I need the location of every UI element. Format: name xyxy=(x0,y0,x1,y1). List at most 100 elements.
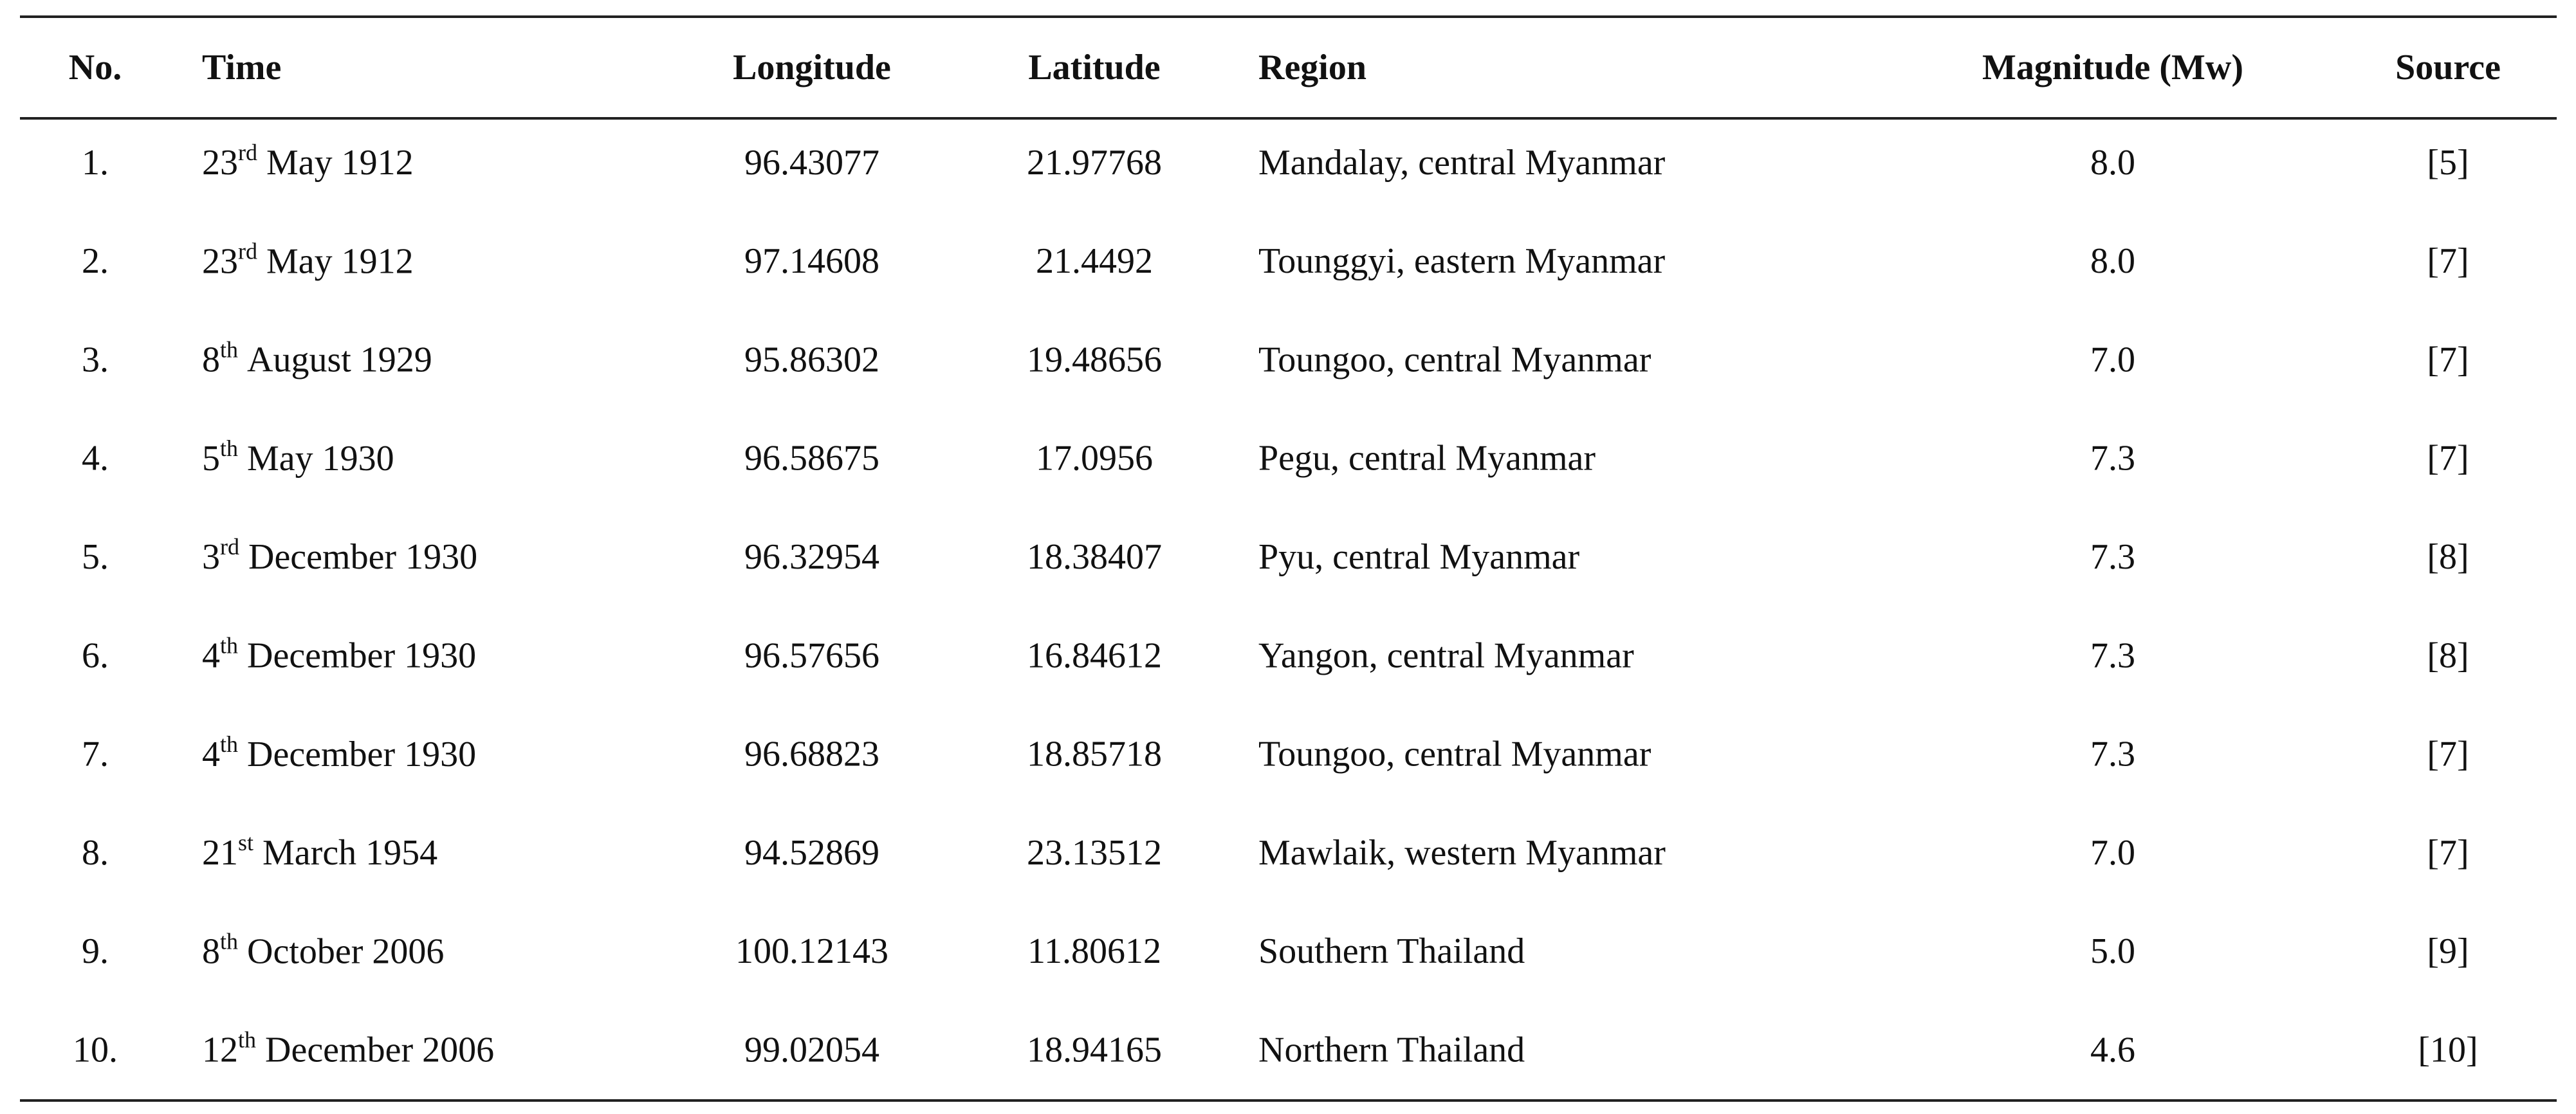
no-cell: 6. xyxy=(82,635,109,675)
source-cell: [7] xyxy=(2427,340,2469,379)
column-header: Region xyxy=(1258,48,1366,87)
ordinal-suffix: rd xyxy=(220,534,239,560)
longitude-cell: 96.58675 xyxy=(744,439,879,479)
source-cell: [10] xyxy=(2418,1030,2478,1070)
source-cell: [8] xyxy=(2427,537,2469,577)
longitude-cell: 94.52869 xyxy=(744,833,879,873)
month-year: December 1930 xyxy=(248,537,477,577)
ordinal-suffix: th xyxy=(220,435,238,461)
region-cell: Mawlaik, western Myanmar xyxy=(1258,833,1666,873)
time-cell: 8th October 2006 xyxy=(202,929,444,972)
day: 4 xyxy=(202,635,220,675)
month-year: December 1930 xyxy=(247,635,476,675)
latitude-cell: 21.4492 xyxy=(1036,241,1153,281)
time-cell: 4th December 1930 xyxy=(202,731,476,774)
source-cell: [9] xyxy=(2427,931,2469,971)
latitude-cell: 23.13512 xyxy=(1027,833,1162,873)
month-year: May 1912 xyxy=(266,241,414,281)
month-year: October 2006 xyxy=(247,931,444,971)
time-cell: 23rd May 1912 xyxy=(202,239,414,282)
longitude-cell: 97.14608 xyxy=(744,241,879,281)
magnitude-cell: 7.0 xyxy=(2090,340,2135,379)
latitude-cell: 18.38407 xyxy=(1027,537,1162,577)
month-year: December 1930 xyxy=(247,735,476,774)
column-header: No. xyxy=(69,48,122,87)
month-year: March 1954 xyxy=(262,833,437,873)
ordinal-suffix: th xyxy=(220,337,238,363)
source-cell: [5] xyxy=(2427,143,2469,183)
column-header: Latitude xyxy=(1028,48,1160,87)
column-header: Source xyxy=(2395,48,2501,87)
region-cell: Southern Thailand xyxy=(1258,931,1525,971)
day: 4 xyxy=(202,735,220,774)
no-cell: 1. xyxy=(82,143,109,183)
time-cell: 5th May 1930 xyxy=(202,435,394,479)
ordinal-suffix: rd xyxy=(238,140,257,165)
latitude-cell: 17.0956 xyxy=(1036,439,1153,479)
longitude-cell: 95.86302 xyxy=(744,340,879,379)
latitude-cell: 21.97768 xyxy=(1027,143,1162,183)
longitude-cell: 96.57656 xyxy=(744,635,879,675)
ordinal-suffix: th xyxy=(220,929,238,954)
no-cell: 8. xyxy=(82,833,109,873)
magnitude-cell: 7.3 xyxy=(2090,735,2135,774)
column-header: Longitude xyxy=(733,48,891,87)
magnitude-cell: 8.0 xyxy=(2090,241,2135,281)
region-cell: Yangon, central Myanmar xyxy=(1258,635,1634,675)
ordinal-suffix: rd xyxy=(238,239,257,264)
day: 12 xyxy=(202,1030,238,1070)
source-cell: [7] xyxy=(2427,241,2469,281)
magnitude-cell: 7.0 xyxy=(2090,833,2135,873)
ordinal-suffix: th xyxy=(220,633,238,659)
day: 23 xyxy=(202,241,238,281)
no-cell: 7. xyxy=(82,735,109,774)
source-cell: [7] xyxy=(2427,833,2469,873)
latitude-cell: 11.80612 xyxy=(1027,931,1161,971)
source-cell: [8] xyxy=(2427,635,2469,675)
region-cell: Tounggyi, eastern Myanmar xyxy=(1258,241,1665,281)
longitude-cell: 99.02054 xyxy=(744,1030,879,1070)
latitude-cell: 18.85718 xyxy=(1027,735,1162,774)
time-cell: 8th August 1929 xyxy=(202,337,432,380)
no-cell: 3. xyxy=(82,340,109,379)
time-cell: 4th December 1930 xyxy=(202,633,476,676)
source-cell: [7] xyxy=(2427,439,2469,479)
column-header: Time xyxy=(202,48,281,87)
region-cell: Pegu, central Myanmar xyxy=(1258,439,1596,479)
day: 3 xyxy=(202,537,220,577)
magnitude-cell: 5.0 xyxy=(2090,931,2135,971)
ordinal-suffix: st xyxy=(238,830,253,855)
region-cell: Mandalay, central Myanmar xyxy=(1258,143,1666,183)
longitude-cell: 96.43077 xyxy=(744,143,879,183)
month-year: December 2006 xyxy=(265,1030,494,1070)
ordinal-suffix: th xyxy=(238,1027,256,1053)
day: 8 xyxy=(202,931,220,971)
time-cell: 12th December 2006 xyxy=(202,1027,494,1070)
no-cell: 10. xyxy=(73,1030,118,1070)
day: 23 xyxy=(202,143,238,183)
no-cell: 2. xyxy=(82,241,109,281)
month-year: May 1930 xyxy=(247,439,394,479)
latitude-cell: 19.48656 xyxy=(1027,340,1162,379)
no-cell: 9. xyxy=(82,931,109,971)
latitude-cell: 16.84612 xyxy=(1027,635,1162,675)
ordinal-suffix: th xyxy=(220,731,238,757)
day: 8 xyxy=(202,340,220,379)
latitude-cell: 18.94165 xyxy=(1027,1030,1162,1070)
no-cell: 5. xyxy=(82,537,109,577)
longitude-cell: 100.12143 xyxy=(735,931,888,971)
month-year: May 1912 xyxy=(266,143,414,183)
region-cell: Northern Thailand xyxy=(1258,1030,1525,1070)
region-cell: Toungoo, central Myanmar xyxy=(1258,340,1651,379)
time-cell: 23rd May 1912 xyxy=(202,140,414,183)
magnitude-cell: 7.3 xyxy=(2090,537,2135,577)
day: 5 xyxy=(202,439,220,479)
day: 21 xyxy=(202,833,238,873)
region-cell: Toungoo, central Myanmar xyxy=(1258,735,1651,774)
magnitude-cell: 7.3 xyxy=(2090,439,2135,479)
magnitude-cell: 4.6 xyxy=(2090,1030,2135,1070)
no-cell: 4. xyxy=(82,439,109,479)
column-header: Magnitude (Mw) xyxy=(1982,48,2243,87)
longitude-cell: 96.68823 xyxy=(744,735,879,774)
